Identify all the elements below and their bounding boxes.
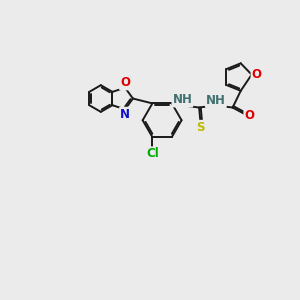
Text: Cl: Cl — [146, 147, 159, 160]
Text: NH: NH — [172, 94, 192, 106]
Text: N: N — [120, 108, 130, 121]
Text: O: O — [251, 68, 262, 81]
Text: S: S — [196, 121, 205, 134]
Text: O: O — [244, 109, 254, 122]
Text: O: O — [120, 76, 130, 89]
Text: NH: NH — [206, 94, 226, 107]
